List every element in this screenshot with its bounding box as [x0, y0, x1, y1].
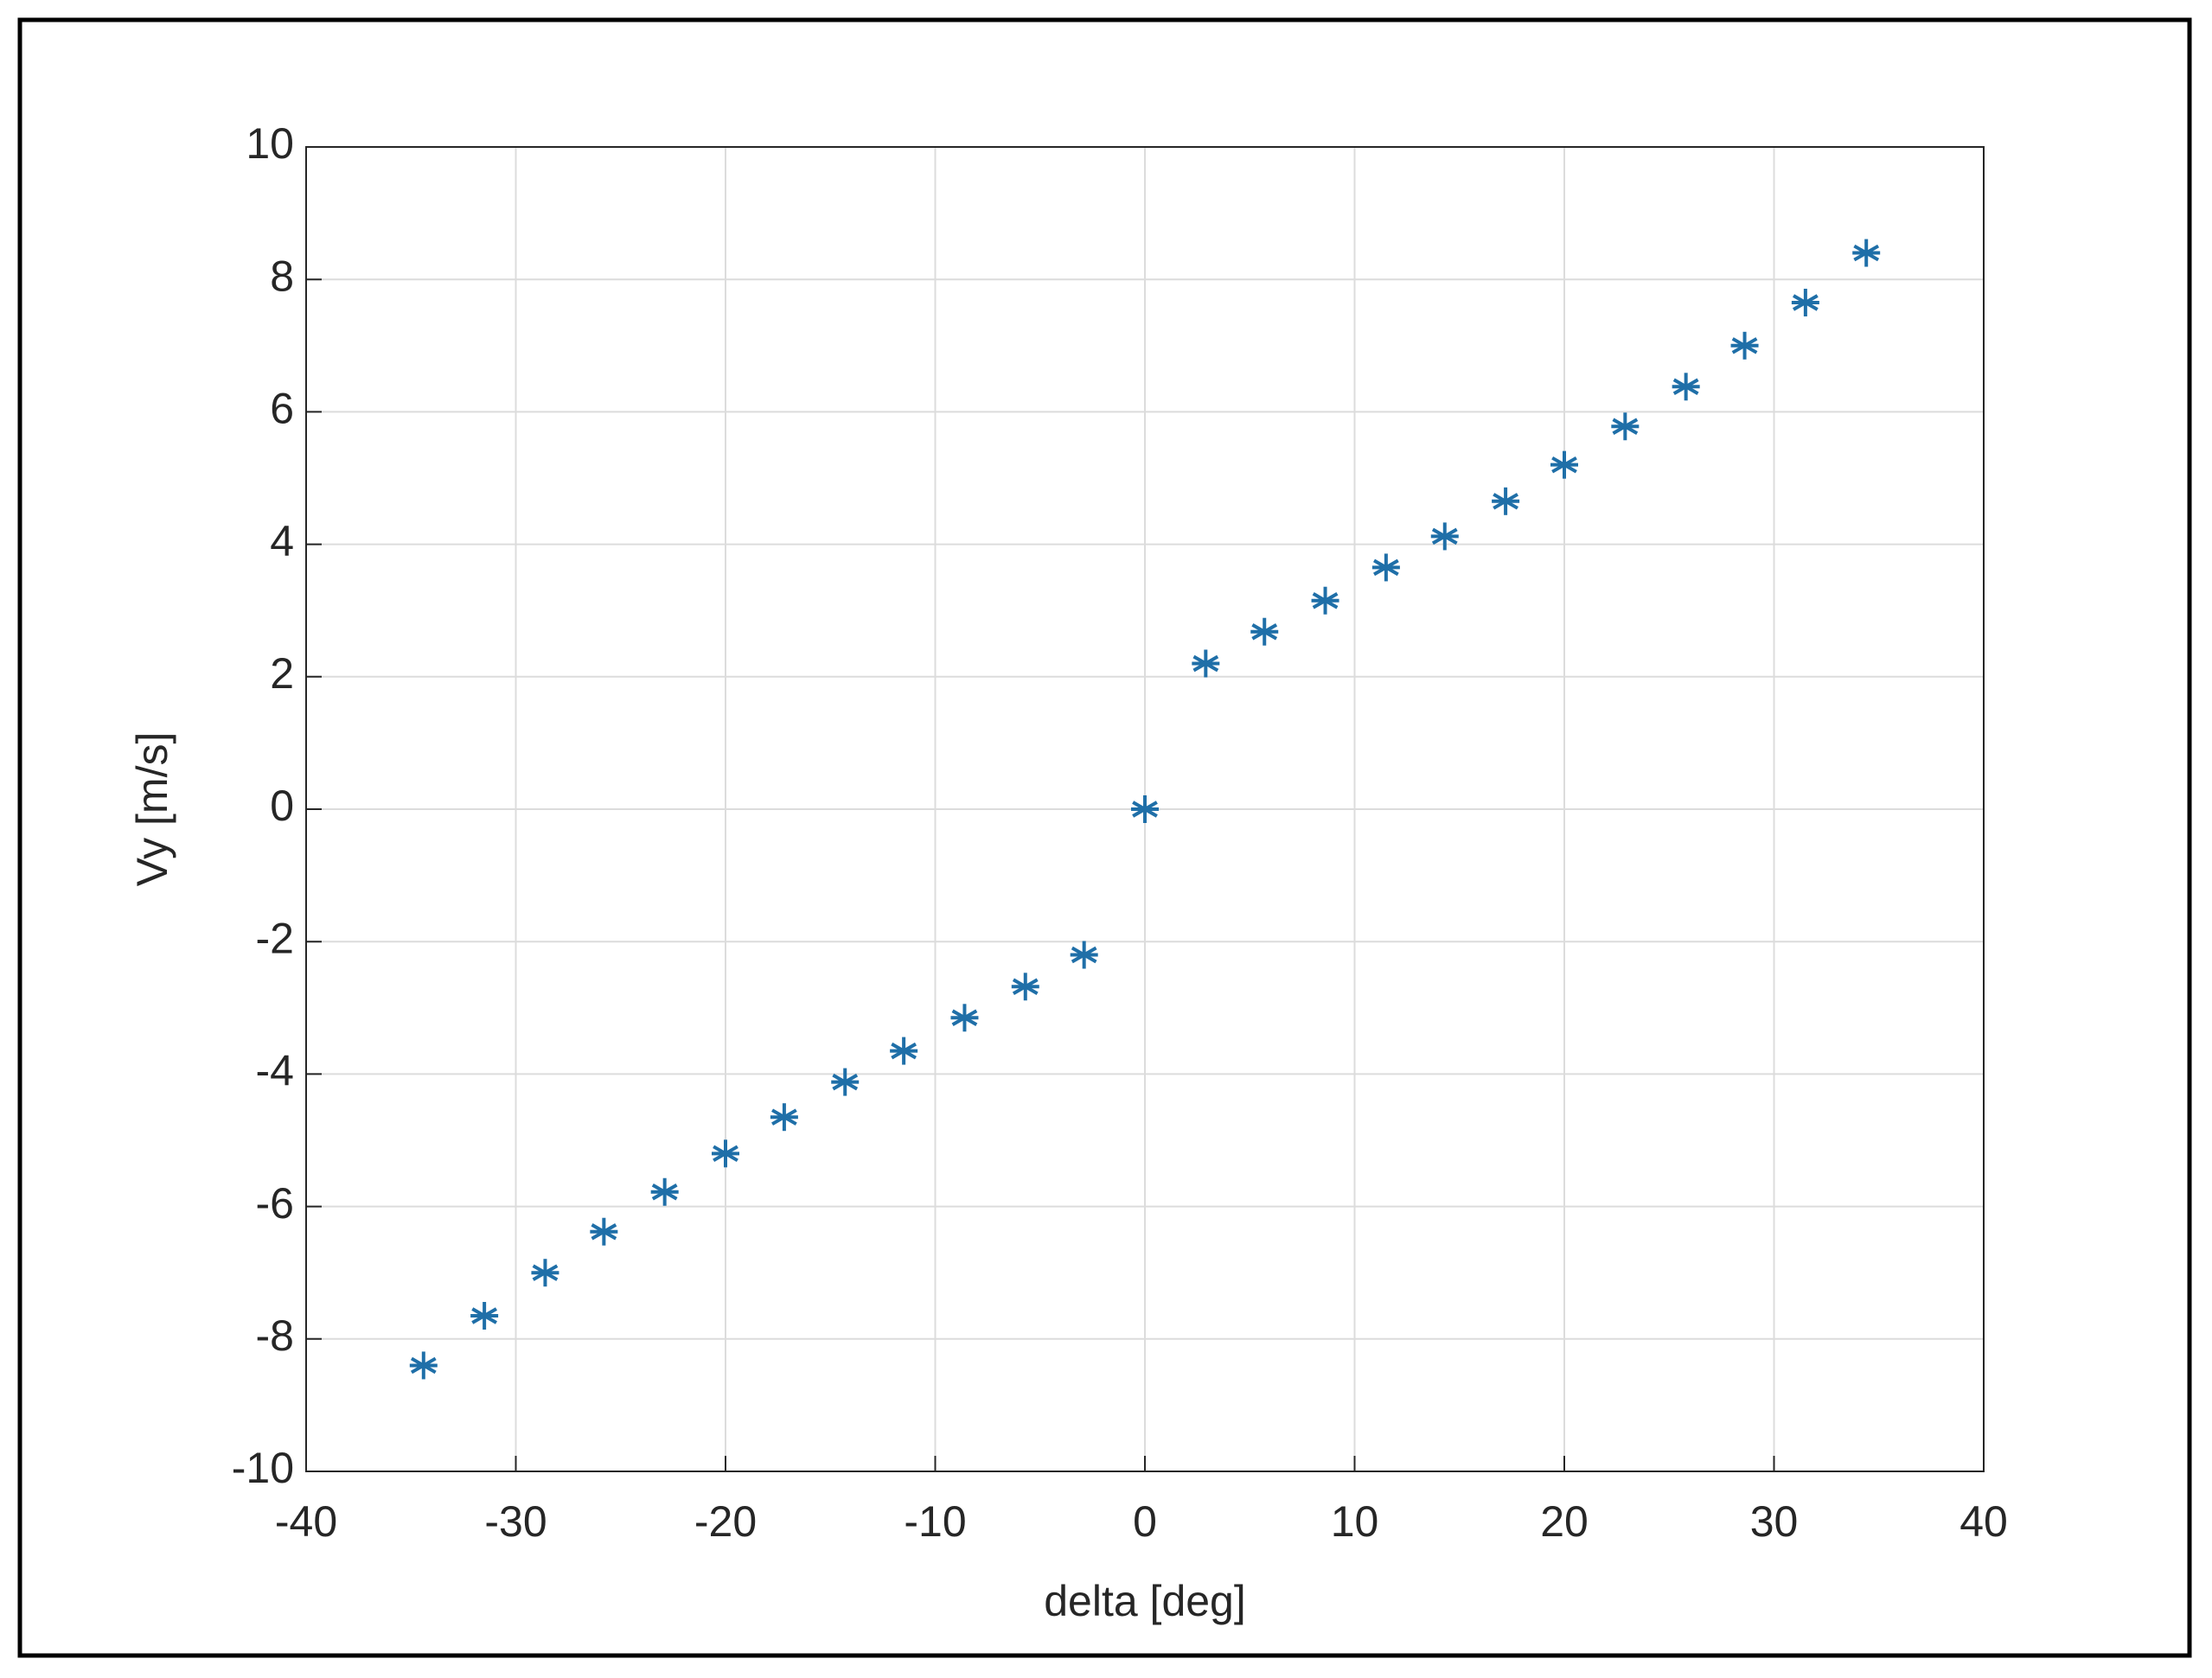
point — [1192, 649, 1220, 678]
y-tick-label: -8 — [256, 1311, 294, 1360]
y-tick-label: -2 — [256, 914, 294, 962]
point — [1730, 331, 1759, 360]
point — [409, 1351, 438, 1380]
x-tick-label: 20 — [1540, 1497, 1589, 1546]
x-tick-label: 10 — [1331, 1497, 1379, 1546]
point — [712, 1139, 739, 1168]
point — [1131, 795, 1159, 823]
point — [1852, 239, 1881, 267]
x-tick-label: -20 — [694, 1497, 757, 1546]
y-axis-label: Vy [m/s] — [128, 732, 176, 887]
x-tick-label: -30 — [484, 1497, 547, 1546]
point — [1611, 412, 1640, 441]
y-tick-label: 6 — [270, 385, 294, 433]
point — [1672, 373, 1700, 401]
x-tick-label: 30 — [1750, 1497, 1799, 1546]
x-tick-label: -40 — [275, 1497, 337, 1546]
point — [950, 1004, 979, 1032]
point — [650, 1177, 679, 1206]
y-tick-label: 8 — [270, 252, 294, 300]
point — [770, 1103, 798, 1132]
point — [1011, 973, 1039, 1001]
point — [1070, 941, 1098, 969]
y-tick-label: 10 — [246, 119, 294, 168]
point — [1311, 586, 1339, 615]
x-tick-label: 40 — [1959, 1497, 2008, 1546]
point — [531, 1259, 559, 1287]
y-tick-label: -4 — [256, 1047, 294, 1095]
x-axis-label: delta [deg] — [1044, 1577, 1246, 1625]
point — [1791, 289, 1819, 317]
figure-border — [17, 17, 2192, 1658]
grid — [305, 146, 1985, 1472]
y-tick-label: 2 — [270, 649, 294, 698]
point — [1250, 617, 1279, 646]
y-tick-label: 0 — [270, 782, 294, 830]
x-tick-label: -10 — [904, 1497, 966, 1546]
point — [1371, 553, 1400, 582]
point — [831, 1068, 860, 1096]
y-tick-label: -6 — [256, 1179, 294, 1228]
y-tick-label: -10 — [232, 1444, 294, 1492]
point — [470, 1301, 499, 1330]
y-tick-label: 4 — [270, 517, 294, 565]
point — [890, 1037, 918, 1065]
point — [1492, 487, 1520, 515]
point — [1430, 522, 1459, 551]
x-tick-label: 0 — [1133, 1497, 1157, 1546]
point — [590, 1217, 618, 1246]
point — [1550, 450, 1578, 479]
